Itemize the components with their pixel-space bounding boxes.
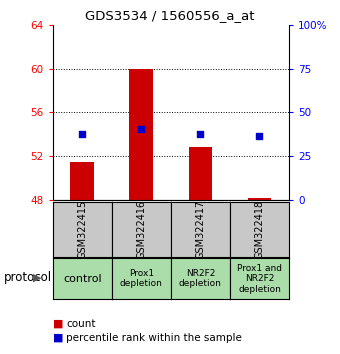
Text: NR2F2
depletion: NR2F2 depletion [179,269,222,289]
Text: ■: ■ [53,319,63,329]
Point [80,131,85,137]
Text: Prox1 and
NR2F2
depletion: Prox1 and NR2F2 depletion [237,264,282,294]
Text: count: count [66,319,96,329]
Point [139,126,144,132]
Text: percentile rank within the sample: percentile rank within the sample [66,333,242,343]
Text: GSM322416: GSM322416 [136,200,146,259]
Text: ■: ■ [53,333,63,343]
Text: GSM322417: GSM322417 [195,200,205,259]
Point [198,131,203,137]
Text: protocol: protocol [3,272,52,284]
Text: GDS3534 / 1560556_a_at: GDS3534 / 1560556_a_at [85,9,255,22]
Text: Prox1
depletion: Prox1 depletion [120,269,163,289]
Bar [130,69,153,200]
Text: ▶: ▶ [33,273,42,283]
Text: GSM322418: GSM322418 [254,200,265,259]
Bar [189,148,212,200]
Bar [248,198,271,200]
Point [257,134,262,139]
Bar [70,162,94,200]
Text: GSM322415: GSM322415 [77,200,87,259]
Text: control: control [63,274,102,284]
